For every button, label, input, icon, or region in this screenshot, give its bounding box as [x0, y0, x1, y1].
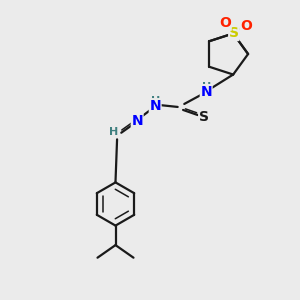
Text: S: S — [199, 110, 209, 124]
Text: H: H — [109, 127, 119, 137]
Text: H: H — [202, 82, 211, 92]
Text: H: H — [151, 96, 160, 106]
Text: S: S — [229, 26, 239, 40]
Text: N: N — [149, 99, 161, 113]
Text: O: O — [219, 16, 231, 30]
Text: N: N — [131, 114, 143, 128]
Text: N: N — [200, 85, 212, 99]
Text: O: O — [240, 19, 252, 33]
